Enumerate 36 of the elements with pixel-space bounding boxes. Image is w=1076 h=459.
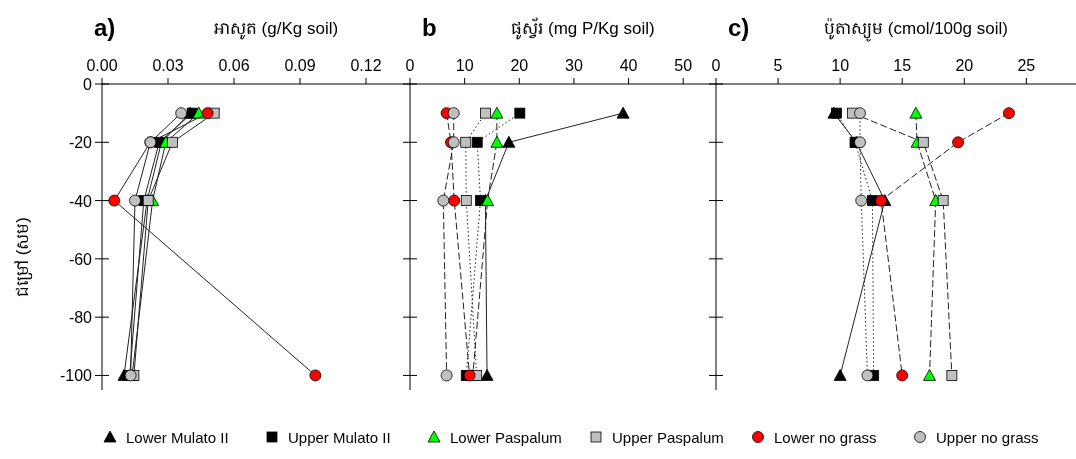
y-tick-label: -60 (68, 250, 93, 268)
y-axis-title: ជម្រៅ (សម) (13, 216, 33, 298)
x-tick-label: 25 (1017, 57, 1036, 74)
y-tick-label: -80 (68, 309, 93, 327)
x-tick-label: 10 (455, 57, 474, 74)
legend-label: Upper Paspalum (612, 429, 724, 446)
x-tick-label: 40 (619, 57, 638, 74)
x-tick-label: 20 (955, 57, 974, 74)
x-tick-label: 0.03 (152, 57, 184, 74)
legend-label: Lower Mulato II (126, 429, 229, 446)
x-axis-title: ប៉ូតាស្យូម (cmol/100g soil) (824, 18, 1008, 42)
y-tick-label: -100 (59, 367, 93, 385)
x-tick-label: 30 (565, 57, 583, 74)
x-tick-label: 15 (893, 57, 912, 74)
x-tick-label: 0.09 (284, 57, 316, 74)
legend-label: Upper no grass (936, 429, 1039, 446)
x-tick-label: 0 (711, 57, 721, 74)
x-tick-label: 0.00 (86, 57, 118, 74)
x-tick-label: 0 (405, 57, 415, 74)
y-tick-label: -20 (68, 134, 93, 152)
chart-title: c) (728, 14, 750, 41)
y-tick-label: 0 (83, 76, 93, 93)
legend-label: Lower no grass (774, 429, 877, 446)
x-tick-label: 0.06 (218, 57, 250, 74)
x-tick-label: 20 (510, 57, 529, 74)
x-tick-label: 50 (674, 57, 693, 74)
y-tick-label: -40 (68, 192, 93, 210)
x-axis-title: ផូស្វ័រ (mg P/Kg soil) (511, 17, 655, 40)
chart-title: a) (94, 14, 116, 41)
legend-label: Lower Paspalum (450, 429, 562, 446)
x-tick-label: 0.12 (350, 57, 382, 74)
x-tick-label: 10 (831, 57, 850, 74)
x-axis-title: អាសូត (g/Kg soil) (213, 19, 339, 40)
x-tick-label: 5 (773, 57, 783, 74)
legend-label: Upper Mulato II (288, 429, 391, 446)
chart-title: b (422, 14, 437, 41)
